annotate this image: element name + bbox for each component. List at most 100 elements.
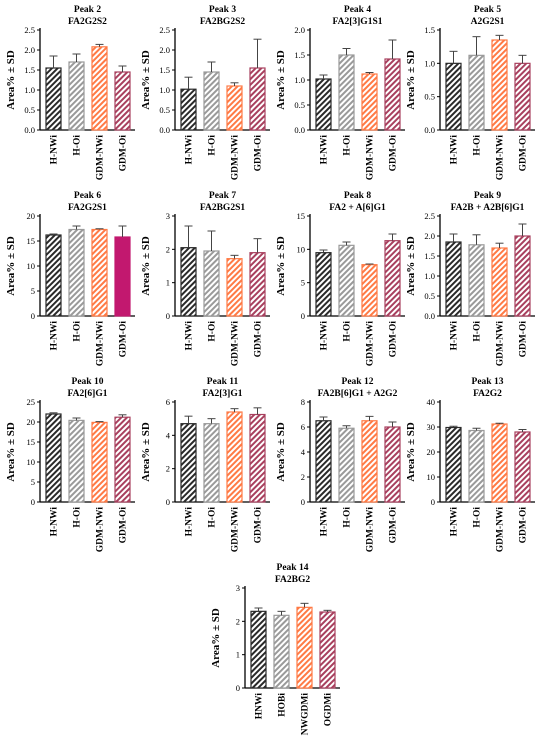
y-tick-label: 0.5 (424, 291, 435, 301)
category-label: GDM-NWi (496, 135, 506, 181)
y-tick-label: 1.5 (424, 251, 435, 261)
y-tick-label: 0.5 (24, 105, 35, 115)
category-label: GDM-Oi (519, 507, 529, 544)
bar-h-oi (338, 244, 355, 317)
panel-peak-7: Peak 7 FA2BG2S1 Area% ± SD 0 1 2 3 H-NWi H-Oi GDM… (140, 191, 270, 366)
peak-title: Peak 13 (472, 377, 504, 387)
y-tick-label: 1.5 (294, 50, 305, 60)
panel-peak-10: Peak 10 FA2[6]G1 Area% ± SD 0 5 10 15 20 25 H-NWi… (5, 377, 135, 552)
y-tick-label: 0 (31, 311, 35, 321)
y-tick-label: 0 (301, 311, 305, 321)
bar-gdm-nwi (91, 46, 108, 131)
category-label: GDM-Oi (119, 507, 129, 544)
peak-title: Peak 11 (207, 377, 239, 387)
y-tick-label: 20 (427, 447, 436, 457)
y-tick-label: 0 (236, 683, 240, 693)
peak-title: Peak 12 (342, 377, 374, 387)
bar-gdm-nwi (226, 85, 243, 131)
bar-gdm-oi (384, 426, 401, 503)
glycan-title: FA2BG2 (275, 575, 310, 585)
category-label: GDM-NWi (96, 507, 106, 553)
bar-h-oi (468, 429, 485, 503)
category-label: H-Oi (208, 507, 218, 528)
bar-nwgdmi (296, 606, 313, 689)
y-axis-label: Area% ± SD (405, 50, 417, 110)
y-tick-label: 2.5 (24, 25, 35, 35)
y-tick-label: 2 (166, 244, 170, 254)
bar-h-oi (68, 228, 85, 317)
category-label: NWGDMi (301, 693, 311, 736)
bar-h-nwi (180, 423, 197, 503)
category-label: H-Oi (343, 321, 353, 342)
y-tick-label: 0.0 (294, 125, 305, 135)
category-label: GDM-Oi (519, 321, 529, 358)
y-tick-label: 1.0 (159, 85, 170, 95)
y-tick-label: 0 (166, 311, 170, 321)
y-tick-label: 20 (27, 417, 36, 427)
bar-h-nwi (445, 426, 462, 503)
glycan-title: FA2G2S2 (68, 17, 107, 27)
category-label: H-Oi (473, 507, 483, 528)
y-tick-label: 6 (166, 397, 170, 407)
y-tick-label: 1 (166, 278, 170, 288)
y-tick-label: 20 (27, 211, 36, 221)
y-tick-label: 30 (427, 422, 436, 432)
y-tick-label: 6 (301, 422, 305, 432)
glycan-title: FA2BG2S2 (200, 17, 245, 27)
category-label: GDM-NWi (96, 321, 106, 367)
bar-gdm-oi (114, 236, 131, 317)
category-label: GDM-Oi (254, 321, 264, 358)
y-tick-label: 5 (301, 278, 305, 288)
panel-peak-2: Peak 2 FA2G2S2 Area% ± SD 0.0 0.5 1.0 1.5 2.0 2.… (5, 5, 135, 180)
peak-title: Peak 6 (74, 191, 101, 201)
y-tick-label: 0 (431, 497, 435, 507)
bar-h-oi (203, 71, 220, 131)
peak-title: Peak 14 (277, 563, 309, 573)
category-label: H-Oi (73, 135, 83, 156)
category-label: H-NWi (320, 321, 330, 351)
bar-h-nwi (315, 78, 332, 131)
y-tick-label: 4 (166, 430, 171, 440)
bar-gdm-oi (384, 240, 401, 317)
y-axis-label: Area% ± SD (5, 236, 17, 296)
bar-gdm-oi (514, 62, 531, 131)
y-tick-label: 40 (427, 397, 436, 407)
bar-gdm-nwi (91, 228, 108, 317)
peak-title: Peak 10 (72, 377, 104, 387)
panel-peak-13: Peak 13 FA2G2 Area% ± SD 0 10 20 30 40 H-NWi H-Oi… (405, 377, 535, 552)
category-label: GDM-Oi (119, 135, 129, 172)
panel-peak-6: Peak 6 FA2G2S1 Area% ± SD 0 5 10 15 20 H-NWi H-Oi… (5, 191, 135, 366)
category-label: GDM-NWi (496, 507, 506, 553)
category-label: H-NWi (185, 507, 195, 537)
y-tick-label: 1.0 (24, 85, 35, 95)
bar-h-nwi (180, 247, 197, 317)
category-label: OGDMi (324, 693, 334, 727)
bar-hobi (273, 614, 290, 689)
glycan-title: FA2G2S1 (68, 203, 107, 213)
y-tick-label: 10 (27, 457, 36, 467)
y-tick-label: 1.5 (24, 65, 35, 75)
category-label: GDM-Oi (119, 321, 129, 358)
y-tick-label: 0 (31, 497, 35, 507)
y-axis-label: Area% ± SD (5, 422, 17, 482)
category-label: H-NWi (450, 507, 460, 537)
category-label: H-NWi (185, 135, 195, 165)
bar-gdm-oi (384, 58, 401, 131)
category-label: H-Oi (343, 135, 353, 156)
glycan-title: FA2B + A2B[6]G1 (451, 203, 525, 213)
bar-gdm-oi (514, 235, 531, 317)
bar-gdm-oi (249, 67, 266, 131)
category-label: GDM-NWi (366, 321, 376, 367)
bar-gdm-oi (249, 413, 266, 503)
glycan-title: FA2 + A[6]G1 (329, 203, 386, 213)
bar-gdm-nwi (361, 264, 378, 317)
category-label: H-NWi (50, 321, 60, 351)
category-label: GDM-Oi (254, 135, 264, 172)
bar-h-oi (203, 250, 220, 317)
glycan-title: FA2BG2S1 (200, 203, 245, 213)
bar-hnwi (250, 610, 267, 689)
bar-h-oi (68, 61, 85, 131)
y-axis-label: Area% ± SD (210, 608, 222, 668)
panel-peak-12: Peak 12 FA2B[6]G1 + A2G2 Area% ± SD 0 2 4 6 8 H-… (275, 377, 405, 552)
